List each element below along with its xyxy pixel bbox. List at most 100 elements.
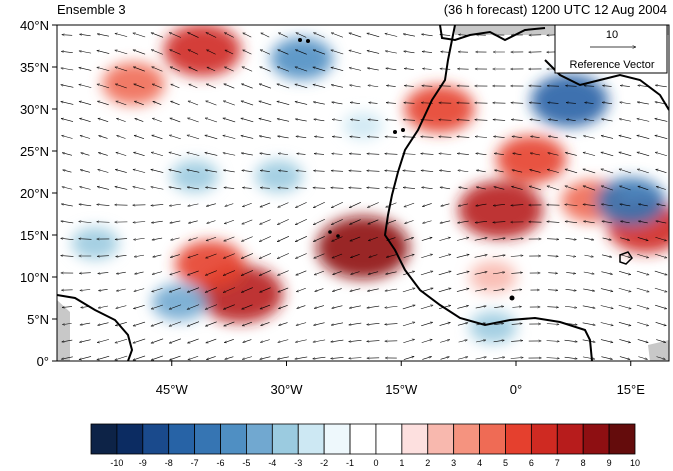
wind-vector-217	[296, 136, 307, 139]
wind-vector-439	[620, 237, 630, 241]
wind-vector-549	[151, 304, 164, 309]
island-canaries	[393, 130, 397, 134]
wind-vector-522	[278, 287, 289, 292]
coastline-mediterranean	[544, 59, 669, 111]
wind-vector-141	[153, 101, 162, 105]
wind-vector-235	[619, 135, 632, 139]
wind-vector-477	[79, 273, 91, 274]
wind-vector-634	[458, 340, 468, 343]
wind-vector-284	[278, 171, 288, 172]
wind-vector-50	[349, 50, 362, 55]
wind-vector-182	[277, 119, 290, 122]
anomaly-2	[175, 240, 245, 289]
wind-vector-353	[295, 202, 307, 208]
wind-vector-560	[349, 305, 361, 308]
wind-vector-292	[421, 170, 434, 171]
wind-vector-245	[187, 152, 200, 156]
wind-vector-523	[296, 287, 306, 292]
wind-vector-281	[223, 170, 235, 173]
wind-vector-636	[493, 340, 505, 343]
wind-vector-1	[79, 34, 91, 37]
wind-vector-22	[458, 35, 468, 36]
wind-vector-492	[350, 271, 360, 275]
wind-vector-68	[61, 68, 74, 71]
wind-vector-618	[169, 338, 182, 343]
colorbar-label-3: -7	[191, 458, 199, 468]
wind-vector-595	[367, 322, 380, 324]
wind-vector-170	[61, 118, 74, 122]
wind-vector-316	[242, 188, 252, 189]
wind-vector-525	[332, 288, 342, 292]
colorbar-box-17	[530, 423, 558, 455]
colorbar-box-9	[323, 423, 351, 455]
wind-vector-583	[151, 321, 164, 326]
wind-vector-152	[350, 102, 361, 103]
wind-vector-280	[205, 170, 218, 173]
wind-vector-603	[511, 324, 523, 325]
wind-vector-656	[242, 356, 252, 360]
wind-vector-571	[547, 307, 558, 308]
wind-vector-161	[511, 103, 524, 104]
wind-vector-102	[61, 85, 74, 88]
no-data-corner-se	[648, 340, 669, 361]
wind-vector-209	[152, 135, 163, 140]
wind-vector-591	[296, 322, 307, 326]
wind-vector-136	[61, 102, 74, 105]
wind-vector-82	[313, 67, 326, 72]
wind-vector-103	[79, 84, 92, 88]
wind-vector-265	[548, 153, 559, 156]
anomaly-18	[71, 227, 119, 260]
wind-vector-318	[278, 188, 289, 189]
coastline-south-america	[57, 294, 134, 361]
wind-vector-409	[79, 239, 92, 240]
wind-vector-264	[530, 153, 541, 156]
wind-vector-395	[440, 220, 451, 223]
wind-vector-304	[637, 169, 649, 174]
reference-vector-magnitude: 10	[606, 29, 618, 41]
wind-vector-5	[151, 33, 164, 38]
wind-vector-592	[313, 322, 325, 326]
colorbar-label-20: 10	[630, 458, 640, 468]
lake-chad	[619, 251, 633, 265]
wind-vector-594	[349, 322, 362, 325]
wind-vector-397	[475, 220, 488, 222]
wind-vector-107	[152, 83, 162, 89]
wind-vector-247	[223, 153, 236, 156]
wind-vector-390	[349, 219, 361, 225]
wind-vector-349	[225, 203, 234, 207]
wind-vector-423	[331, 236, 343, 242]
wind-vector-79	[259, 66, 271, 72]
wind-vector-341	[79, 204, 92, 207]
wind-vector-303	[619, 169, 632, 174]
wind-vector-633	[440, 340, 450, 343]
wind-vector-299	[547, 169, 559, 173]
wind-vector-676	[601, 356, 612, 360]
wind-vector-78	[242, 66, 253, 72]
wind-vector-558	[314, 305, 324, 309]
wind-vector-458	[350, 254, 360, 257]
wind-vector-246	[205, 153, 218, 156]
wind-vector-323	[367, 188, 380, 189]
wind-vector-609	[618, 322, 631, 325]
wind-vector-71	[115, 67, 128, 72]
wind-vector-467	[510, 256, 523, 257]
wind-vector-37	[115, 50, 128, 55]
wind-vector-293	[439, 170, 451, 171]
wind-vector-234	[601, 136, 614, 139]
wind-vector-488	[277, 270, 289, 276]
wind-vector-39	[151, 50, 163, 55]
wind-vector-248	[241, 153, 253, 156]
wind-vector-517	[187, 287, 200, 293]
wind-vector-106	[134, 84, 145, 89]
wind-vector-112	[241, 84, 253, 89]
wind-vector-465	[474, 255, 488, 258]
wind-vector-171	[79, 118, 91, 122]
wind-vector-324	[385, 187, 398, 188]
wind-vector-233	[583, 136, 595, 139]
wind-vector-669	[475, 357, 486, 360]
wind-vector-453	[259, 253, 272, 259]
wind-vector-404	[602, 221, 613, 224]
wind-vector-3	[115, 33, 128, 37]
wind-vector-313	[187, 187, 200, 190]
lat-label-7: 5°N	[27, 312, 49, 327]
